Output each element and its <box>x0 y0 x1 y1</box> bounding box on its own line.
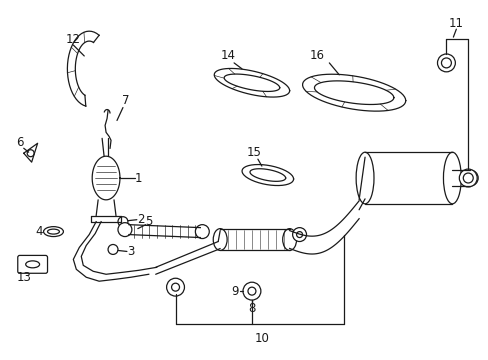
Text: 7: 7 <box>122 94 129 107</box>
Circle shape <box>296 231 302 238</box>
Ellipse shape <box>47 229 60 234</box>
Circle shape <box>27 150 34 157</box>
Text: 3: 3 <box>127 245 134 258</box>
Circle shape <box>462 173 472 183</box>
Ellipse shape <box>282 229 296 251</box>
Text: 11: 11 <box>448 17 463 30</box>
Text: 15: 15 <box>246 146 261 159</box>
Text: 8: 8 <box>248 302 255 315</box>
Ellipse shape <box>43 227 63 237</box>
Text: 5: 5 <box>145 215 152 228</box>
Circle shape <box>108 244 118 255</box>
Circle shape <box>118 223 132 237</box>
Text: 10: 10 <box>254 332 269 345</box>
Text: 14: 14 <box>220 49 235 63</box>
Text: 9: 9 <box>231 285 238 298</box>
Ellipse shape <box>213 229 226 251</box>
Ellipse shape <box>355 152 373 204</box>
Text: 4: 4 <box>36 225 43 238</box>
Circle shape <box>171 283 179 291</box>
Text: 1: 1 <box>135 171 142 185</box>
Circle shape <box>441 58 450 68</box>
Ellipse shape <box>26 261 40 268</box>
Circle shape <box>292 228 306 242</box>
Circle shape <box>243 282 260 300</box>
FancyBboxPatch shape <box>18 255 47 273</box>
Text: 16: 16 <box>309 49 324 63</box>
Text: 12: 12 <box>66 33 81 46</box>
Text: 13: 13 <box>16 271 31 284</box>
Circle shape <box>247 287 255 295</box>
Circle shape <box>118 217 128 227</box>
Text: 6: 6 <box>16 136 23 149</box>
Circle shape <box>195 225 209 239</box>
Circle shape <box>458 169 476 187</box>
Ellipse shape <box>443 152 460 204</box>
Text: 2: 2 <box>137 213 144 226</box>
Circle shape <box>166 278 184 296</box>
Circle shape <box>437 54 454 72</box>
